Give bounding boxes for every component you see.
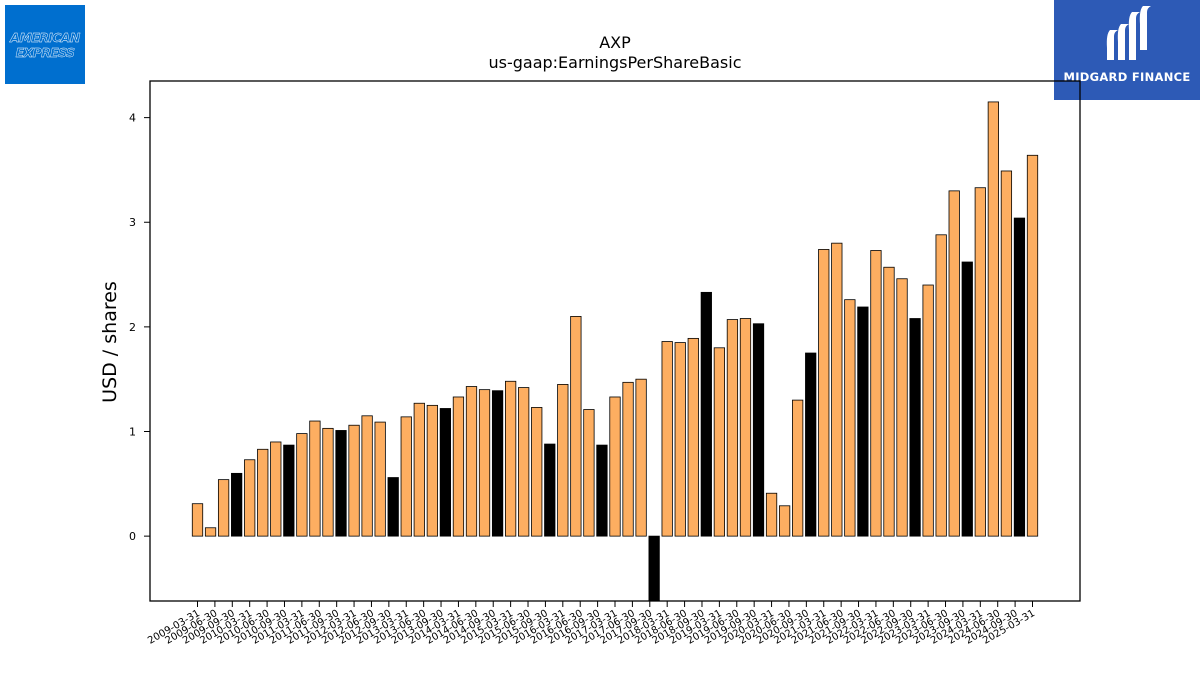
bar-2020-09-30	[792, 399, 804, 537]
y-tick-label: 0	[129, 530, 136, 543]
bar-2014-12-31	[491, 390, 504, 537]
bar-2014-06-30	[465, 386, 478, 537]
bar-2023-12-31	[961, 261, 973, 537]
bar-2023-06-30	[935, 234, 947, 537]
bar-2023-03-31	[922, 284, 934, 537]
bar-2016-03-31	[557, 384, 569, 537]
bar-2018-12-31	[700, 291, 712, 537]
bar-2022-12-31	[909, 318, 921, 537]
midgard-mark-icon	[1106, 6, 1151, 60]
bar-2021-09-30	[844, 299, 856, 537]
bar-2017-09-30	[635, 378, 647, 537]
bar-2015-09-30	[531, 407, 543, 537]
bar-2018-06-30	[674, 342, 686, 537]
logo-line-1: AMERICAN	[10, 29, 80, 45]
bar-2024-12-31	[1013, 217, 1026, 537]
y-axis-label: USD / shares	[99, 281, 121, 403]
chart-subtitle: us-gaap:EarningsPerShareBasic	[488, 53, 741, 72]
bar-2013-09-30	[426, 404, 438, 537]
bar-2009-12-31	[231, 472, 243, 537]
bar-2022-09-30	[896, 278, 908, 537]
bar-2017-06-30	[622, 381, 634, 537]
bar-2019-06-30	[726, 319, 739, 537]
bar-2024-06-30	[987, 101, 999, 537]
bar-2012-06-30	[361, 415, 373, 537]
bar-2012-09-30	[374, 421, 386, 537]
bar-2014-03-31	[452, 396, 465, 537]
bar-2011-09-30	[322, 427, 334, 537]
bar-2014-09-30	[478, 389, 491, 537]
bar-2019-12-31	[752, 323, 765, 537]
y-tick-label: 1	[129, 426, 136, 439]
bar-2016-06-30	[570, 316, 582, 537]
midgard-finance-logo: MIDGARD FINANCE	[1054, 0, 1200, 100]
bar-2010-12-31	[283, 444, 295, 537]
bar-2020-12-31	[805, 352, 817, 537]
bar-2021-06-30	[831, 242, 843, 537]
bar-2016-09-30	[583, 409, 595, 537]
bar-2013-03-31	[400, 416, 412, 537]
bar-2017-12-31	[648, 535, 660, 602]
bar-2015-12-31	[544, 443, 556, 537]
bar-2022-06-30	[883, 266, 895, 537]
logo-line-2: EXPRESS	[15, 44, 75, 60]
chart-title: AXP	[599, 33, 631, 52]
bar-2009-09-30	[217, 479, 230, 537]
bar-2011-06-30	[309, 420, 321, 537]
bar-2019-09-30	[739, 318, 752, 537]
bar-2023-09-30	[948, 190, 960, 537]
bar-2018-09-30	[687, 337, 699, 537]
bar-2015-03-31	[505, 380, 517, 537]
y-tick-label: 3	[129, 216, 136, 229]
bar-2022-03-31	[870, 250, 882, 537]
bar-2012-03-31	[348, 424, 360, 537]
bar-2017-03-31	[609, 396, 621, 537]
bar-2010-03-31	[244, 459, 256, 537]
bar-2020-03-31	[765, 492, 778, 537]
bar-2024-09-30	[1000, 170, 1013, 537]
bar-2016-12-31	[596, 444, 608, 537]
bar-2011-12-31	[335, 430, 347, 537]
y-tick-label: 4	[129, 112, 136, 125]
y-ticks: 0 1 2 3 4	[129, 112, 150, 543]
bar-2019-03-31	[713, 347, 725, 537]
bar-2024-03-31	[974, 187, 986, 537]
bar-2018-03-31	[661, 341, 673, 537]
plot-frame	[149, 80, 1081, 602]
bar-2010-09-30	[270, 441, 282, 537]
bar-2013-06-30	[413, 402, 425, 537]
bar-2020-06-30	[778, 505, 791, 537]
midgard-brand-text: MIDGARD FINANCE	[1063, 70, 1191, 84]
y-tick-label: 2	[129, 321, 136, 334]
bar-2015-06-30	[518, 387, 530, 537]
bar-2010-06-30	[257, 448, 269, 537]
bar-2021-03-31	[818, 249, 830, 537]
bar-2021-12-31	[857, 306, 869, 537]
bar-2011-03-31	[296, 433, 308, 537]
american-express-logo: AMERICAN EXPRESS	[5, 5, 85, 84]
bar-2013-12-31	[439, 408, 452, 537]
bar-2012-12-31	[387, 477, 399, 537]
x-ticks: 2009-03-312009-06-302009-09-302010-03-31…	[146, 601, 1037, 647]
bars-layer	[191, 101, 1039, 602]
bar-2009-06-30	[204, 527, 217, 537]
bar-2009-03-31	[191, 503, 204, 537]
bar-2025-03-31	[1026, 154, 1039, 537]
